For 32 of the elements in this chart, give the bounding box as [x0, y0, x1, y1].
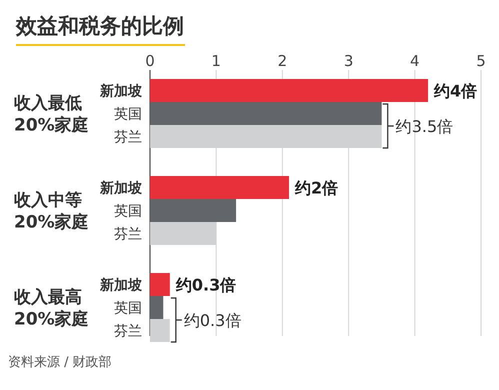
annotation: 约3.5倍	[396, 117, 454, 136]
series-label: 英国	[114, 106, 142, 122]
x-tick-label: 1	[211, 52, 221, 70]
x-tick-label: 5	[476, 52, 486, 70]
x-tick-label: 4	[410, 52, 420, 70]
y-tick-label: 收入最高 20%家庭	[14, 288, 89, 330]
text: 新加坡	[100, 278, 142, 294]
series-label: 芬兰	[114, 130, 142, 146]
text: 英国	[114, 204, 142, 220]
x-tick-label: 0	[145, 52, 155, 70]
data-label: 约4倍	[433, 82, 478, 100]
text: 英国	[114, 300, 142, 316]
x-tick-label: 3	[344, 52, 354, 70]
bar	[150, 273, 170, 296]
y-tick-label: 收入中等 20%家庭	[14, 190, 89, 232]
bar	[150, 296, 164, 319]
x-tick-label: 2	[278, 52, 288, 70]
data-label: 约0.3倍	[174, 276, 236, 294]
chart-title: 效益和税务的比例	[15, 14, 184, 38]
data-label: 约2倍	[294, 178, 338, 198]
bar	[150, 102, 382, 125]
text: 新加坡	[100, 180, 142, 196]
text: 资料来源 / 财政部	[8, 355, 112, 370]
bar	[150, 176, 290, 199]
text: 芬兰	[114, 324, 142, 340]
series-label: 新加坡	[99, 82, 143, 100]
bar	[150, 199, 236, 222]
annotation: 约0.3倍	[184, 311, 242, 330]
y-tick-label: 收入最低 20%家庭	[14, 94, 89, 136]
text: 芬兰	[114, 226, 142, 242]
bar	[150, 319, 170, 342]
bar	[150, 79, 428, 102]
